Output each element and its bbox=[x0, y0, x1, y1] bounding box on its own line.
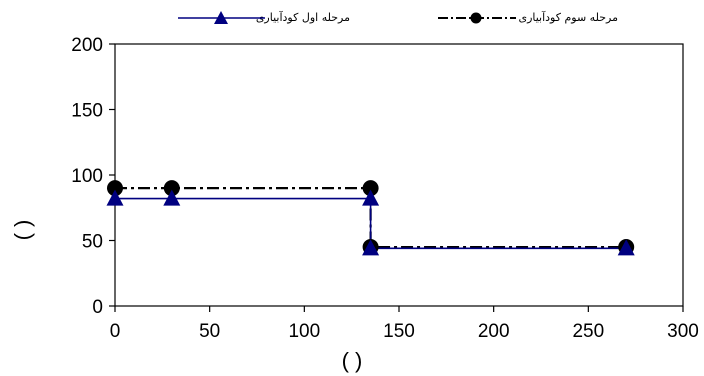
data-point-triangle bbox=[362, 189, 380, 206]
plot-area: 0 50 100 150 200 250 300 0 50 100 150 200 bbox=[71, 35, 699, 342]
x-tick-label: 250 bbox=[572, 321, 604, 342]
x-tick-label: 50 bbox=[199, 321, 220, 342]
series-line-stage1 bbox=[115, 197, 627, 250]
y-tick-label: 200 bbox=[71, 35, 103, 56]
axis-ticks: 0 50 100 150 200 250 300 0 50 100 150 200 bbox=[71, 35, 699, 342]
data-point-triangle bbox=[163, 189, 181, 206]
series-layer bbox=[106, 180, 635, 256]
legend-label-stage3: مرحله سوم کودآبیاری bbox=[518, 10, 618, 24]
y-tick-label: 0 bbox=[92, 297, 103, 318]
legend-item-stage3: مرحله سوم کودآبیاری bbox=[438, 10, 618, 24]
y-tick-label: 50 bbox=[82, 232, 103, 253]
legend: مرحله اول کودآبیاری مرحله سوم کودآبیاری bbox=[178, 10, 618, 24]
legend-triangle-marker bbox=[214, 11, 228, 24]
legend-label-stage1: مرحله اول کودآبیاری bbox=[256, 10, 350, 24]
y-tick-label: 150 bbox=[71, 101, 103, 122]
data-point-circle bbox=[362, 180, 379, 197]
x-tick-label: 200 bbox=[478, 321, 510, 342]
y-axis-label: ( ) bbox=[10, 220, 35, 241]
data-point-triangle bbox=[106, 189, 124, 206]
data-point-triangle bbox=[617, 239, 635, 256]
data-point-triangle bbox=[362, 239, 380, 256]
y-tick-label: 100 bbox=[71, 166, 103, 187]
x-tick-label: 100 bbox=[288, 321, 320, 342]
legend-circle-marker bbox=[470, 12, 482, 24]
x-tick-label: 300 bbox=[667, 321, 699, 342]
data-point-circle bbox=[163, 180, 180, 197]
x-tick-label: 150 bbox=[383, 321, 415, 342]
legend-item-stage1: مرحله اول کودآبیاری bbox=[178, 10, 350, 24]
plot-frame bbox=[114, 43, 684, 307]
data-point-circle bbox=[107, 180, 123, 197]
x-axis-label: ( ) bbox=[342, 348, 363, 373]
x-tick-label: 0 bbox=[110, 321, 121, 342]
